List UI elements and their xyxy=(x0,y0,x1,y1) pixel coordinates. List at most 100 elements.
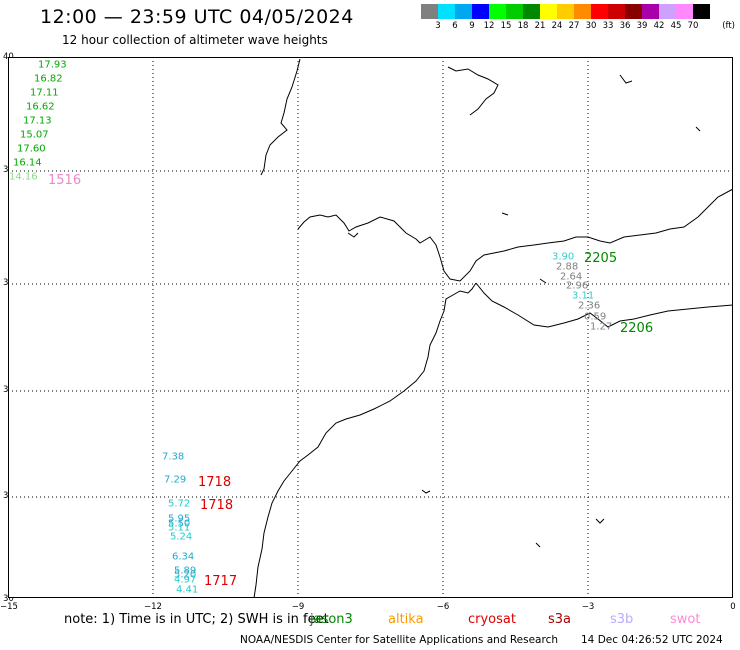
coast-fragment-6 xyxy=(535,542,541,548)
wave-height-label: 2.88 xyxy=(556,261,578,272)
lon-label-m15: −15 xyxy=(0,602,18,612)
colorbar-label: 39 xyxy=(636,21,648,31)
mission-s3b: s3b xyxy=(610,612,634,627)
wave-height-label: 15.07 xyxy=(20,129,49,140)
coast-fragment-3 xyxy=(347,232,359,238)
coast-iberia-south xyxy=(297,214,601,282)
colorbar-label: 30 xyxy=(585,21,597,31)
colorbar-swatch xyxy=(506,4,523,19)
coast-portugal xyxy=(260,58,301,176)
colorbar-swatch xyxy=(455,4,472,19)
footer-timestamp: 14 Dec 04:26:52 UTC 2024 xyxy=(581,634,723,646)
colorbar-label: 9 xyxy=(469,21,475,31)
coast-fragment-9 xyxy=(695,126,701,132)
wave-height-label: 4.41 xyxy=(176,584,198,595)
pass-time-label: 2205 xyxy=(584,251,617,266)
mission-swot: swot xyxy=(670,612,701,627)
wave-height-labels: 17.93 16.82 17.11 16.62 17.13 15.07 17.60 16.14… xyxy=(9,59,612,595)
mission-cryosat: cryosat xyxy=(468,612,516,627)
wave-height-label: 0.59 xyxy=(584,311,606,322)
colorbar-label: 27 xyxy=(568,21,580,31)
wave-height-label: 14.16 xyxy=(9,171,38,182)
wave-height-label: 5.50 xyxy=(168,518,190,529)
wave-height-label: 16.62 xyxy=(26,101,55,112)
colorbar-label: 21 xyxy=(534,21,546,31)
wave-height-label: 3.11 xyxy=(572,290,594,301)
wave-height-label: 17.93 xyxy=(38,59,67,70)
wave-height-label: 3.90 xyxy=(552,251,574,262)
wave-height-label: 17.60 xyxy=(17,143,46,154)
wave-height-label: 16.14 xyxy=(13,157,42,168)
map-canvas: 17.93 16.82 17.11 16.62 17.13 15.07 17.60 16.14… xyxy=(8,57,734,650)
mission-jason3: jason3 xyxy=(310,612,353,627)
wave-height-label: 16.82 xyxy=(34,73,63,84)
colorbar-label: 42 xyxy=(653,21,665,31)
lat-label-30: 30 xyxy=(3,594,14,604)
coast-fragment-7 xyxy=(539,278,547,284)
lon-label-m12: −12 xyxy=(144,602,162,612)
colorbar-swatch xyxy=(574,4,591,19)
colorbar-label: 18 xyxy=(517,21,529,31)
pass-time-label: 1718 xyxy=(200,498,233,513)
wave-height-label: 17.11 xyxy=(30,87,59,98)
map-title: 12:00 — 23:59 UTC 04/05/2024 xyxy=(40,6,354,28)
colorbar-swatch xyxy=(540,4,557,19)
colorbar-swatch xyxy=(608,4,625,19)
coast-fragment-4 xyxy=(421,489,431,494)
colorbar-swatches xyxy=(421,4,729,19)
map-subtitle: 12 hour collection of altimeter wave hei… xyxy=(62,33,328,47)
wave-height-label: 2.64 xyxy=(560,271,582,282)
coast-fragment-5 xyxy=(595,518,605,524)
wave-height-label: 5.72 xyxy=(168,498,190,509)
lon-label-m3: −3 xyxy=(581,602,595,612)
colorbar-swatch xyxy=(693,4,710,19)
colorbar-label: 6 xyxy=(452,21,458,31)
map-plot: 17.93 16.82 17.11 16.62 17.13 15.07 17.60 16.14… xyxy=(8,57,734,650)
graticule xyxy=(8,57,733,598)
pass-time-label: 1516 xyxy=(48,173,81,188)
colorbar-swatch xyxy=(438,4,455,19)
wave-height-label: 17.13 xyxy=(23,115,52,126)
wave-height-label: 1.27 xyxy=(590,321,612,332)
colorbar-swatch xyxy=(523,4,540,19)
pass-time-label: 2206 xyxy=(620,321,653,336)
colorbar-label: 3 xyxy=(435,21,441,31)
colorbar-unit: (ft) xyxy=(722,21,735,31)
colorbar-labels: (ft) 3 6 9 12 15 18 21 24 27 30 33 36 39 42 45 70 xyxy=(421,19,735,32)
wave-height-label: 7.38 xyxy=(162,451,184,462)
map-frame xyxy=(8,57,733,598)
wave-height-label: 7.29 xyxy=(164,474,186,485)
colorbar-legend: (ft) 3 6 9 12 15 18 21 24 27 30 33 36 39 42 45 70 xyxy=(421,4,735,34)
wave-height-label: 2.36 xyxy=(578,300,600,311)
colorbar-swatch xyxy=(642,4,659,19)
colorbar-label: 12 xyxy=(483,21,495,31)
mission-altika: altika xyxy=(388,612,424,627)
colorbar-swatch xyxy=(659,4,676,19)
coast-fragment-2 xyxy=(619,74,633,84)
wave-height-label: 6.34 xyxy=(172,551,194,562)
colorbar-label: 33 xyxy=(602,21,614,31)
colorbar-label: 15 xyxy=(500,21,512,31)
wave-height-label: 5.89 xyxy=(174,565,196,576)
footer-note: note: 1) Time is in UTC; 2) SWH is in fe… xyxy=(64,612,329,627)
colorbar-label: 70 xyxy=(687,21,699,31)
lon-label-m9: −9 xyxy=(291,602,305,612)
coast-morocco-med xyxy=(475,282,734,328)
wave-height-label: 4.97 xyxy=(174,574,196,585)
wave-height-label: 5.20 xyxy=(174,569,196,580)
colorbar-swatch xyxy=(676,4,693,19)
coast-fragment-1 xyxy=(447,66,499,116)
colorbar-swatch xyxy=(625,4,642,19)
wave-height-label: 5.95 xyxy=(168,513,190,524)
wave-height-label: 5.24 xyxy=(170,531,192,542)
pass-time-labels: 1516 2205 2206 1718 1718 1717 xyxy=(48,173,653,589)
coast-spain-med xyxy=(599,188,734,244)
colorbar-label: 24 xyxy=(551,21,563,31)
coast-fragment-8 xyxy=(501,212,509,216)
lon-label-0: 0 xyxy=(730,602,736,612)
colorbar-swatch xyxy=(591,4,608,19)
mission-s3a: s3a xyxy=(548,612,572,627)
colorbar-label: 36 xyxy=(619,21,631,31)
colorbar-label: 45 xyxy=(670,21,682,31)
wave-height-label: 2.96 xyxy=(566,280,588,291)
